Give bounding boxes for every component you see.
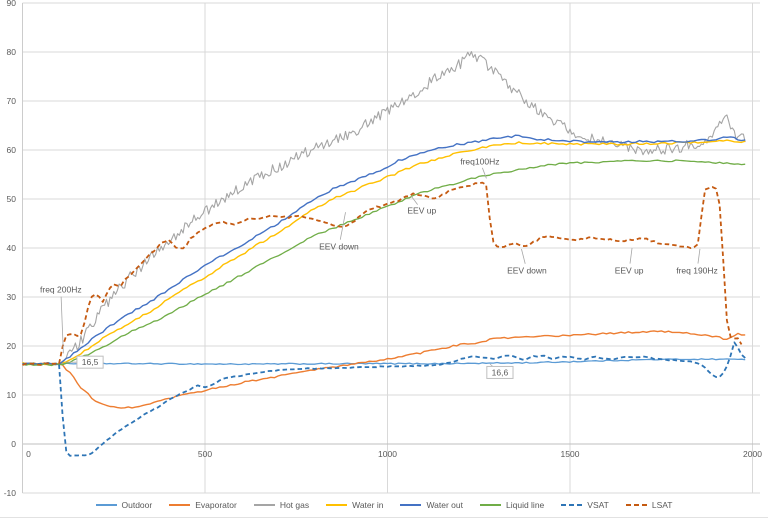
annotation-leader-line [629,247,633,264]
y-tick-label: 0 [11,439,16,449]
legend-label: Evaporator [195,500,237,510]
y-tick-label: 60 [7,145,17,155]
x-tick-label: 0 [26,449,31,459]
annotation-box [486,365,514,379]
gridlines [22,2,760,494]
annotations: freq 200Hz 16,5 EEV down EEV up freq100Hz EEV… [40,156,718,379]
series-outdoor [22,358,746,366]
legend-label: Water in [352,500,384,510]
y-tick-label: 20 [7,341,17,351]
legend-label: Liquid line [506,500,545,510]
annotation-leader-line [521,248,526,264]
legend-item-water-in: Water in [326,500,383,510]
y-tick-label: 80 [7,47,17,57]
annotation-leader-line [410,195,418,205]
annotation-text: EEV down [507,266,547,276]
legend-label: LSAT [651,500,673,510]
annotation-text: EEV down [319,242,359,252]
legend-line-sample [326,504,348,506]
annotation-text: freq 200Hz [40,285,82,295]
series-liquid-line [22,159,746,367]
annotation-leader-line [481,167,487,179]
y-tick-label: 40 [7,243,17,253]
legend-line-sample [95,504,117,506]
legend-item-outdoor: Outdoor [95,500,153,510]
series-lsat [22,181,743,366]
annotation-text: EEV up [615,266,644,276]
legend-line-sample [253,504,275,506]
x-tick-label: 500 [198,449,212,459]
series-hot-gas [22,51,746,366]
legend-item-vsat: VSAT [561,500,609,510]
legend-line-sample [561,504,583,506]
y-tick-label: 70 [7,96,17,106]
x-tick-label: 2000 [743,449,762,459]
annotation-text: 16,6 [492,367,509,377]
legend-item-lsat: LSAT [625,500,673,510]
annotation-box [76,355,104,369]
annotation-leader-line [60,296,64,354]
legend-line-sample [625,504,647,506]
x-tick-label: 1000 [378,449,397,459]
legend-item-water-out: Water out [400,500,463,510]
annotation-text: EEV up [407,205,436,215]
legend-item-hot-gas: Hot gas [253,500,310,510]
series-evaporator [22,330,746,409]
y-tick-label: 90 [7,0,17,8]
legend-item-liquid-line: Liquid line [480,500,544,510]
x-tick-label: 1500 [561,449,580,459]
legend-item-evaporator: Evaporator [169,500,237,510]
y-tick-label: 50 [7,194,17,204]
legend-line-sample [169,504,191,506]
series-vsat [22,341,746,457]
legend-label: VSAT [587,500,609,510]
annotation-text: 16,5 [82,357,99,367]
annotation-leader-line [339,212,346,240]
series-water-in [22,139,746,366]
legend-line-sample [480,504,501,506]
annotation-text: freq100Hz [460,156,499,166]
chart-legend: Outdoor Evaporator Hot gas Water in Water ou… [0,497,768,513]
legend-label: Outdoor [121,500,153,510]
legend-label: Water out [426,500,463,510]
y-tick-label: 30 [7,292,17,302]
y-tick-label: 10 [7,390,17,400]
legend-line-sample [400,504,422,506]
series-water-out [22,134,746,366]
y-tick-label: -10 [4,488,17,498]
annotation-text: freq 190Hz [676,266,718,276]
legend-label: Hot gas [279,500,310,510]
axis-tick-labels: -10 0 10 20 30 40 50 60 70 80 90 0 500 1000 1500 2000 [4,0,763,498]
annotation-leader-line [697,248,701,264]
